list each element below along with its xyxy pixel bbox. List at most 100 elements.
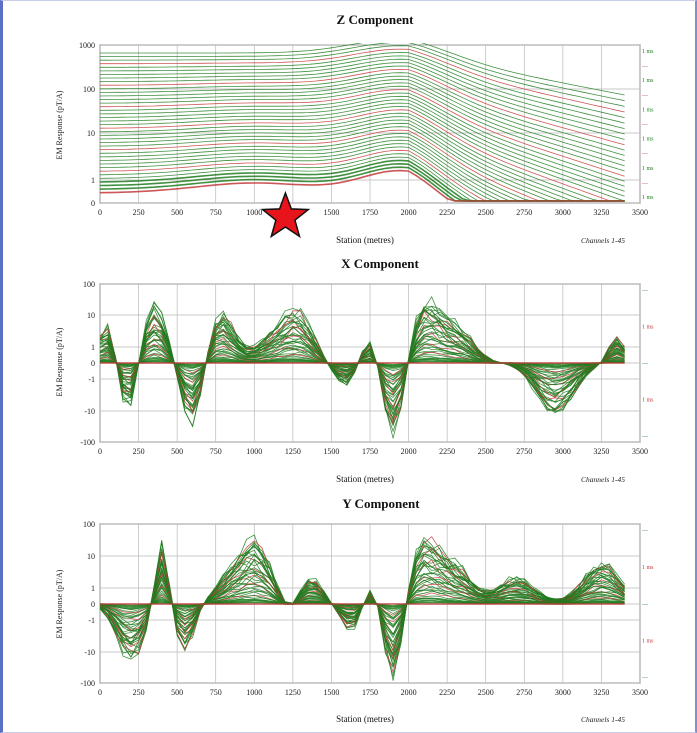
x-tick-label: 1000 xyxy=(246,208,262,217)
x-tick-label: 2250 xyxy=(439,208,455,217)
channel-line xyxy=(100,89,625,177)
channel-line xyxy=(100,55,625,124)
x-tick-label: 1000 xyxy=(246,447,262,456)
channel-tag: — xyxy=(641,180,649,186)
star-marker xyxy=(260,190,311,239)
y-tick-label: 0 xyxy=(91,359,95,368)
y-tick-label: -1 xyxy=(88,375,95,384)
x-tick-label: 0 xyxy=(98,447,102,456)
decay-curves xyxy=(100,534,625,681)
x-tick-label: 3000 xyxy=(555,447,571,456)
y-tick-label: -10 xyxy=(84,648,95,657)
x-tick-label: 2250 xyxy=(439,447,455,456)
y-tick-label: -100 xyxy=(80,438,95,447)
x-tick-label: 3000 xyxy=(555,688,571,697)
chart-title: Y Component xyxy=(342,496,420,511)
channel-tag: — xyxy=(641,434,649,440)
x-tick-label: 500 xyxy=(171,447,183,456)
y-tick-label: -1 xyxy=(88,616,95,625)
channel-tag: — xyxy=(641,151,649,157)
y-component-panel: Y Component Station (metres) Channels 1-… xyxy=(55,496,654,724)
channel-tag: — xyxy=(641,64,649,70)
x-tick-label: 3500 xyxy=(632,688,648,697)
channel-tag: — xyxy=(641,361,649,367)
channel-line xyxy=(100,324,625,398)
x-tick-label: 3000 xyxy=(555,208,571,217)
x-tick-label: 250 xyxy=(133,208,145,217)
x-tick-label: 2250 xyxy=(439,688,455,697)
channel-line xyxy=(100,85,625,172)
y-axis-label: EM Response (pT/A) xyxy=(55,569,64,638)
x-tick-label: 1750 xyxy=(362,688,378,697)
y-tick-label: 100 xyxy=(83,280,95,289)
x-tick-label: 2000 xyxy=(401,447,417,456)
y-tick-label: 100 xyxy=(83,85,95,94)
channel-tag: 1 ms xyxy=(642,107,654,113)
y-tick-label: -100 xyxy=(80,679,95,688)
y-tick-label: 0 xyxy=(91,199,95,208)
x-tick-label: 2750 xyxy=(516,208,532,217)
y-axis-label: EM Response (pT/A) xyxy=(55,90,64,159)
channel-line xyxy=(100,65,625,140)
x-axis-label: Station (metres) xyxy=(336,474,394,484)
channel-tag: 1 ms xyxy=(642,137,654,143)
channel-line xyxy=(100,169,625,202)
channel-line xyxy=(100,92,625,182)
channel-line xyxy=(100,122,625,202)
x-tick-label: 1750 xyxy=(362,447,378,456)
channel-line xyxy=(100,79,625,162)
x-tick-label: 2000 xyxy=(401,688,417,697)
channel-line xyxy=(100,323,625,409)
y-tick-label: 0 xyxy=(91,600,95,609)
channel-tag: — xyxy=(641,93,649,99)
y-tick-label: 1 xyxy=(91,343,95,352)
channel-tag: — xyxy=(641,288,649,294)
decay-curves xyxy=(100,43,625,202)
x-tick-label: 0 xyxy=(98,688,102,697)
channel-tag: — xyxy=(641,602,649,608)
channel-line xyxy=(100,43,625,96)
x-tick-label: 1500 xyxy=(323,688,339,697)
x-tick-label: 3500 xyxy=(632,447,648,456)
channel-line xyxy=(100,82,625,167)
channel-line xyxy=(100,58,625,129)
x-tick-label: 0 xyxy=(98,208,102,217)
x-axis-label: Station (metres) xyxy=(336,714,394,724)
y-tick-label: 1000 xyxy=(79,41,95,50)
x-tick-label: 750 xyxy=(210,447,222,456)
x-tick-label: 2500 xyxy=(478,688,494,697)
x-tick-label: 2500 xyxy=(478,208,494,217)
y-tick-label: -10 xyxy=(84,407,95,416)
x-tick-label: 3500 xyxy=(632,208,648,217)
channels-note: Channels 1-45 xyxy=(581,475,625,484)
x-tick-label: 1250 xyxy=(285,447,301,456)
x-tick-label: 1500 xyxy=(323,208,339,217)
channel-line xyxy=(100,62,625,135)
x-tick-label: 1000 xyxy=(246,688,262,697)
x-tick-label: 250 xyxy=(133,447,145,456)
x-tick-label: 2000 xyxy=(401,208,417,217)
x-tick-label: 1500 xyxy=(323,447,339,456)
y-tick-label: 10 xyxy=(87,311,95,320)
channel-line xyxy=(100,45,625,107)
channel-line xyxy=(100,48,625,113)
channels-note: Channels 1-45 xyxy=(581,715,625,724)
channel-line xyxy=(100,112,625,202)
chart-title: X Component xyxy=(341,256,419,271)
channel-line xyxy=(100,109,625,202)
channel-line xyxy=(100,129,625,202)
x-tick-label: 500 xyxy=(171,208,183,217)
channel-line xyxy=(100,102,625,197)
channel-tag: 1 ms xyxy=(642,325,654,331)
channel-line xyxy=(100,75,625,156)
channel-tag: 1 ms xyxy=(642,195,654,201)
x-tick-label: 3250 xyxy=(593,447,609,456)
x-tick-label: 1750 xyxy=(362,208,378,217)
x-component-panel: X Component Station (metres) Channels 1-… xyxy=(55,256,654,484)
x-tick-label: 2750 xyxy=(516,688,532,697)
x-tick-label: 750 xyxy=(210,688,222,697)
x-tick-label: 1250 xyxy=(285,688,301,697)
y-tick-label: 10 xyxy=(87,552,95,561)
x-tick-label: 3250 xyxy=(593,208,609,217)
